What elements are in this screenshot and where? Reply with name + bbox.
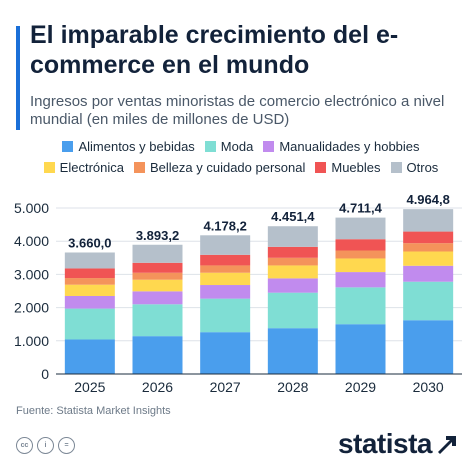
x-tick-label: 2028 xyxy=(277,379,308,395)
x-tick-label: 2026 xyxy=(142,379,173,395)
bar-segment xyxy=(132,336,183,374)
x-tick-label: 2030 xyxy=(413,379,444,395)
legend-item-belleza: Belleza y cuidado personal xyxy=(133,159,306,176)
bar-segment xyxy=(64,295,115,309)
total-label: 4.178,2 xyxy=(203,218,246,233)
bar-segment xyxy=(403,265,454,282)
bar-segment xyxy=(267,246,318,258)
total-label: 4.711,4 xyxy=(339,201,382,216)
y-tick-label: 1.000 xyxy=(14,333,49,349)
x-tick-label: 2027 xyxy=(210,379,241,395)
total-label: 4.964,8 xyxy=(406,192,449,207)
stacked-bar-chart: 0 1.000 2.000 3.000 4.000 5.000 3.660,0 2025 3.8… xyxy=(14,192,462,395)
bar-segment xyxy=(267,278,318,293)
bar-segment xyxy=(335,239,386,251)
legend-item-alimentos: Alimentos y bebidas xyxy=(62,138,195,155)
x-tick-label: 2029 xyxy=(345,379,376,395)
bar-segment xyxy=(132,279,183,292)
total-label: 4.451,4 xyxy=(271,209,315,224)
bar-segment xyxy=(403,243,454,252)
bar-segment xyxy=(200,332,251,374)
bar-segment xyxy=(64,308,115,340)
x-tick-label: 2025 xyxy=(74,379,105,395)
bar-segment xyxy=(335,258,386,273)
bar-segment xyxy=(64,268,115,279)
bar-segment xyxy=(267,292,318,329)
chart-title: El imparable crecimiento del e-commerce … xyxy=(30,21,399,79)
legend-label: Moda xyxy=(220,139,254,154)
title-accent-bar xyxy=(16,26,20,130)
bar-segment xyxy=(267,328,318,374)
y-tick-label: 5.000 xyxy=(14,200,49,216)
legend-swatch xyxy=(204,141,216,152)
bar-segment xyxy=(335,250,386,259)
total-label: 3.660,0 xyxy=(68,235,111,250)
bar-segment xyxy=(267,226,318,247)
license-icons: cc i = xyxy=(16,437,75,454)
bar-segment xyxy=(200,265,251,273)
bar-segment xyxy=(132,272,183,280)
legend-row-2: Electrónica Belleza y cuidado personal M… xyxy=(16,159,466,176)
bar-segment xyxy=(200,254,251,266)
bar-segment xyxy=(335,287,386,325)
y-tick-label: 2.000 xyxy=(14,300,49,316)
bar-segment xyxy=(200,272,251,286)
bar-segment xyxy=(267,257,318,266)
legend-item-muebles: Muebles xyxy=(315,159,381,176)
bar-segment xyxy=(200,285,251,299)
bar-segment xyxy=(132,291,183,305)
legend-label: Belleza y cuidado personal xyxy=(149,160,306,175)
bar-segment xyxy=(403,231,454,244)
legend-label: Electrónica xyxy=(59,160,124,175)
legend-label: Otros xyxy=(406,160,439,175)
creative-commons-icon[interactable]: cc xyxy=(16,437,33,454)
bar-segment xyxy=(403,209,454,232)
legend-row-1: Alimentos y bebidas Moda Manualidades y … xyxy=(16,138,466,155)
total-label: 3.893,2 xyxy=(136,228,179,243)
legend-label: Muebles xyxy=(331,160,381,175)
y-tick-label: 4.000 xyxy=(14,233,49,249)
source-note: Fuente: Statista Market Insights xyxy=(16,405,171,417)
bar-segment xyxy=(335,272,386,288)
bar-segment xyxy=(64,339,115,374)
bar-segment xyxy=(335,217,386,240)
legend-item-moda: Moda xyxy=(204,138,254,155)
legend-swatch xyxy=(62,141,74,152)
bar-segment xyxy=(403,251,454,266)
bar-segment xyxy=(335,324,386,374)
legend-label: Alimentos y bebidas xyxy=(78,139,195,154)
statista-logo-text[interactable]: statista xyxy=(337,428,433,459)
legend-swatch xyxy=(263,141,275,152)
bar-segment xyxy=(403,281,454,321)
legend-item-electronica: Electrónica xyxy=(43,159,124,176)
legend-swatch xyxy=(43,162,55,173)
bar-segment xyxy=(64,284,115,296)
legend-swatch xyxy=(315,162,327,173)
no-derivatives-icon[interactable]: = xyxy=(58,437,75,454)
chart-subtitle: Ingresos por ventas minoristas de comerc… xyxy=(30,93,445,128)
attribution-icon[interactable]: i xyxy=(37,437,54,454)
legend-item-manualidades: Manualidades y hobbies xyxy=(263,138,420,155)
legend-item-otros: Otros xyxy=(390,159,439,176)
statista-logo-icon xyxy=(438,436,456,454)
bar-segment xyxy=(132,262,183,273)
bar-segment xyxy=(403,320,454,374)
legend-swatch xyxy=(133,162,145,173)
legend-swatch xyxy=(390,162,402,173)
bar-segment xyxy=(132,304,183,337)
bar-segment xyxy=(64,278,115,285)
y-tick-label: 0 xyxy=(41,366,49,382)
bar-segment xyxy=(200,235,251,255)
bar-segment xyxy=(132,244,183,263)
legend-label: Manualidades y hobbies xyxy=(279,139,420,154)
legend: Alimentos y bebidas Moda Manualidades y … xyxy=(16,138,466,180)
y-tick-label: 3.000 xyxy=(14,266,49,282)
bar-segment xyxy=(267,265,318,279)
bar-segment xyxy=(64,252,115,269)
bar-segment xyxy=(200,298,251,333)
